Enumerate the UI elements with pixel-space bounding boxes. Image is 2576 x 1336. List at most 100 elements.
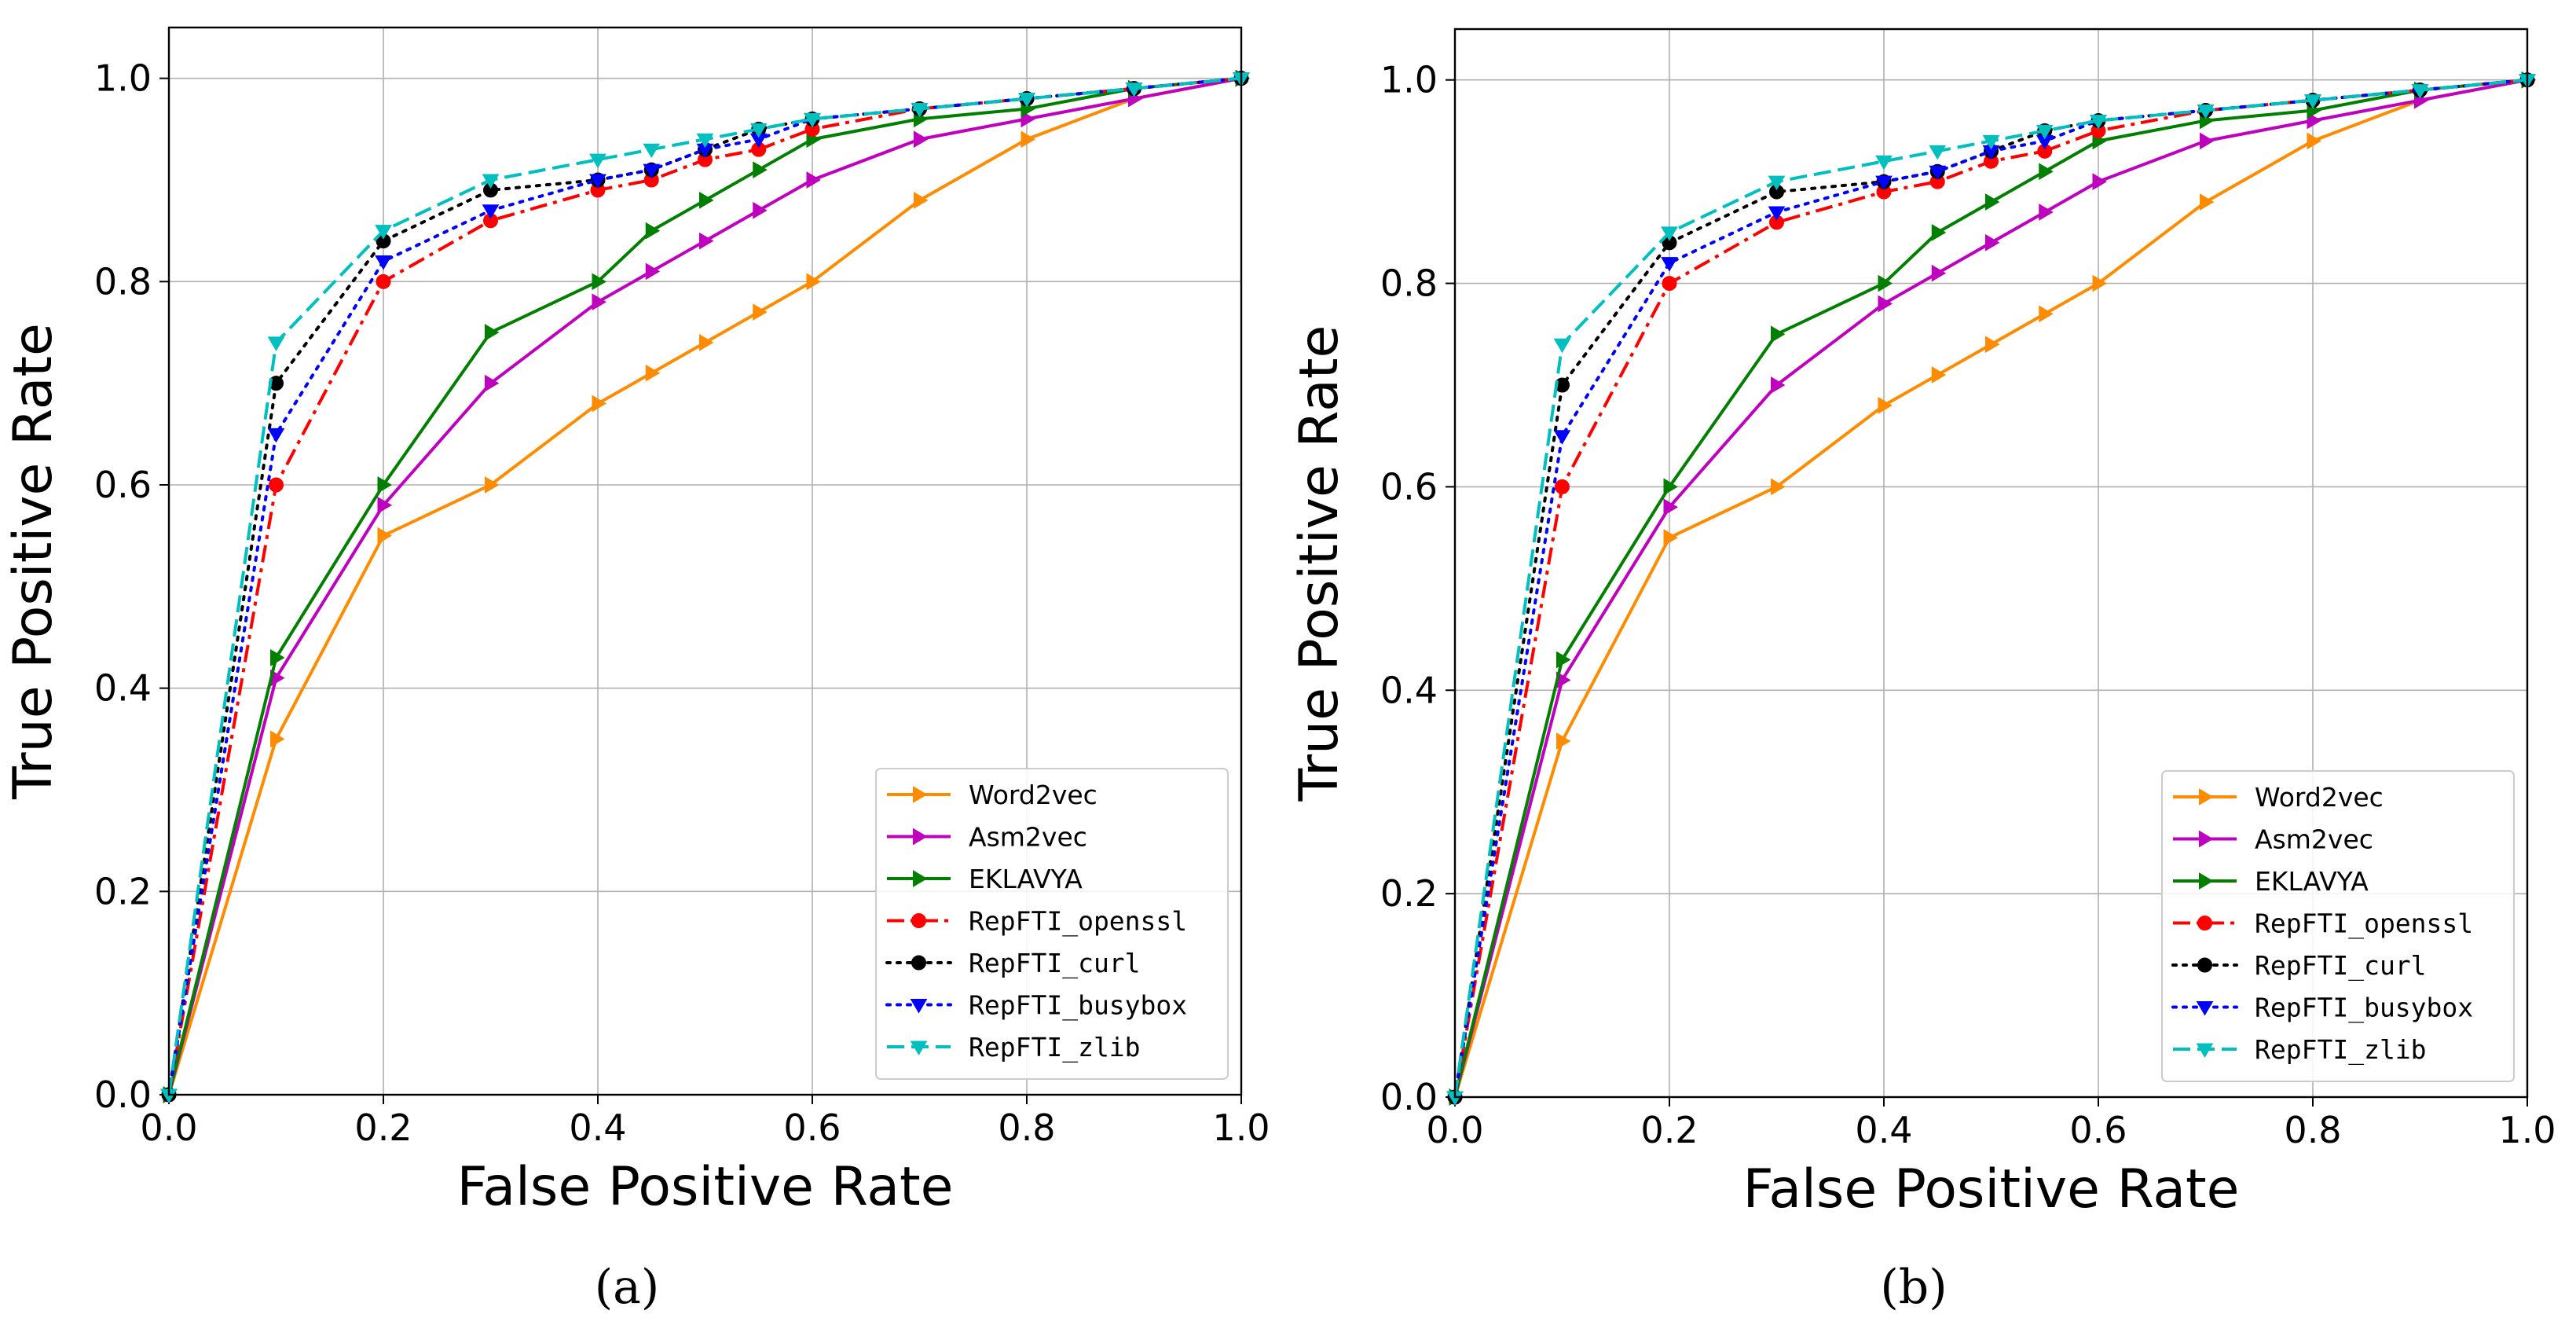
x-tick-label: 0.0 — [140, 1107, 197, 1149]
data-point — [1875, 175, 1893, 191]
data-point — [1553, 430, 1571, 445]
data-point — [377, 476, 392, 494]
panel-caption: (a) — [595, 1260, 660, 1315]
data-point — [2307, 132, 2321, 150]
x-tick-label: 0.4 — [1855, 1109, 1912, 1151]
data-point — [1662, 276, 1677, 292]
data-point — [485, 476, 500, 494]
data-point — [2039, 305, 2054, 323]
data-point — [911, 102, 929, 118]
data-point — [1556, 651, 1571, 669]
data-point — [699, 191, 714, 209]
data-point — [377, 496, 392, 514]
data-point — [270, 648, 285, 666]
data-point — [589, 153, 606, 169]
y-tick-label: 0.4 — [1380, 669, 1438, 711]
data-point — [643, 163, 661, 179]
x-tick-label: 0.2 — [1640, 1109, 1698, 1151]
data-point — [1931, 264, 1947, 282]
legend-marker — [2199, 830, 2214, 848]
legend-entry-label: Asm2vec — [969, 822, 1087, 853]
legend-entry-label: EKLAVYA — [2255, 866, 2369, 897]
x-axis-label: False Positive Rate — [457, 1156, 954, 1218]
data-point — [753, 201, 768, 219]
data-point — [806, 171, 821, 189]
x-axis-label: False Positive Rate — [1743, 1158, 2240, 1220]
data-point — [375, 255, 392, 270]
y-tick-label: 0.6 — [1380, 465, 1438, 508]
panel-caption: (b) — [1880, 1260, 1947, 1315]
legend-marker — [2196, 1001, 2214, 1016]
data-point — [1875, 155, 1893, 171]
data-point — [804, 112, 821, 128]
data-point — [1125, 83, 1143, 97]
legend-marker — [913, 786, 928, 803]
y-axis-label: True Positive Rate — [1288, 325, 1350, 802]
data-point — [2200, 193, 2215, 211]
data-point — [2092, 173, 2107, 191]
data-point — [592, 293, 606, 311]
data-point — [1929, 165, 1947, 181]
legend-entry-label: RepFTI_curl — [2255, 950, 2427, 982]
chart-panel-b: 0.0 0.2 0.4 0.6 0.8 1.0 0.0 0.2 0.4 0.6 0.8 1.0 Fals… — [1288, 28, 2556, 1315]
x-tick-label: 0.6 — [783, 1107, 841, 1149]
legend-marker — [913, 828, 928, 846]
legend-entry-label: Word2vec — [969, 780, 1097, 810]
data-point — [2036, 124, 2054, 140]
data-point — [2090, 114, 2107, 130]
x-tick-label: 0.8 — [2284, 1109, 2341, 1151]
legend-entry-label: RepFTI_zlib — [969, 1032, 1141, 1063]
data-point — [1768, 175, 1786, 191]
legend-entry-label: RepFTI_busybox — [969, 990, 1187, 1022]
legend-marker — [910, 1041, 928, 1055]
data-point — [1556, 732, 1571, 750]
legend-entry-label: Word2vec — [2255, 782, 2384, 813]
legend-marker — [911, 955, 926, 971]
data-point — [699, 334, 714, 351]
data-point — [592, 273, 606, 291]
data-point — [375, 225, 392, 240]
series-RepFTI_zlib — [160, 72, 1250, 1103]
legend-marker — [2196, 1043, 2214, 1058]
data-point — [696, 133, 714, 149]
data-point — [2411, 84, 2429, 99]
data-point — [482, 204, 500, 219]
y-tick-label: 0.2 — [94, 870, 152, 912]
x-tick-label: 0.2 — [354, 1107, 412, 1149]
data-point — [1661, 226, 1678, 241]
chart-panel-a: 0.0 0.2 0.4 0.6 0.8 1.0 0.0 0.2 0.4 0.6 0.8 1.0 Fals… — [2, 26, 1270, 1315]
x-tick-label: 1.0 — [1212, 1107, 1270, 1149]
data-point — [270, 730, 285, 748]
data-point — [699, 232, 714, 250]
data-point — [592, 395, 606, 413]
y-tick-label: 0.4 — [94, 667, 152, 710]
data-point — [2197, 105, 2215, 119]
data-point — [2200, 132, 2215, 150]
x-tick-label: 0.0 — [1426, 1109, 1483, 1151]
x-tick-label: 0.4 — [569, 1107, 626, 1149]
data-point — [482, 174, 500, 189]
data-point — [1663, 498, 1678, 516]
legend: Word2vec Asm2vec EKLAVYA RepFTI_openssl RepF… — [2161, 770, 2515, 1082]
data-point — [753, 161, 768, 178]
y-axis-label: True Positive Rate — [2, 323, 64, 800]
data-point — [1021, 130, 1035, 149]
data-point — [1878, 274, 1893, 292]
legend-entry-label: RepFTI_zlib — [2255, 1034, 2427, 1066]
data-point — [1555, 479, 1570, 494]
data-point — [485, 324, 500, 341]
data-point — [1878, 397, 1893, 414]
y-tick-label: 0.2 — [1380, 872, 1438, 915]
data-point — [1931, 223, 1947, 241]
legend-marker — [2199, 872, 2214, 890]
x-tick-label: 0.8 — [998, 1107, 1055, 1149]
data-point — [1982, 134, 2000, 150]
data-point — [914, 191, 929, 209]
y-tick-label: 0.0 — [94, 1074, 152, 1116]
legend-entry-label: RepFTI_busybox — [2255, 993, 2473, 1024]
x-tick-label: 0.6 — [2069, 1109, 2127, 1151]
data-point — [1553, 338, 1571, 354]
data-point — [1878, 295, 1893, 313]
data-point — [269, 477, 284, 493]
